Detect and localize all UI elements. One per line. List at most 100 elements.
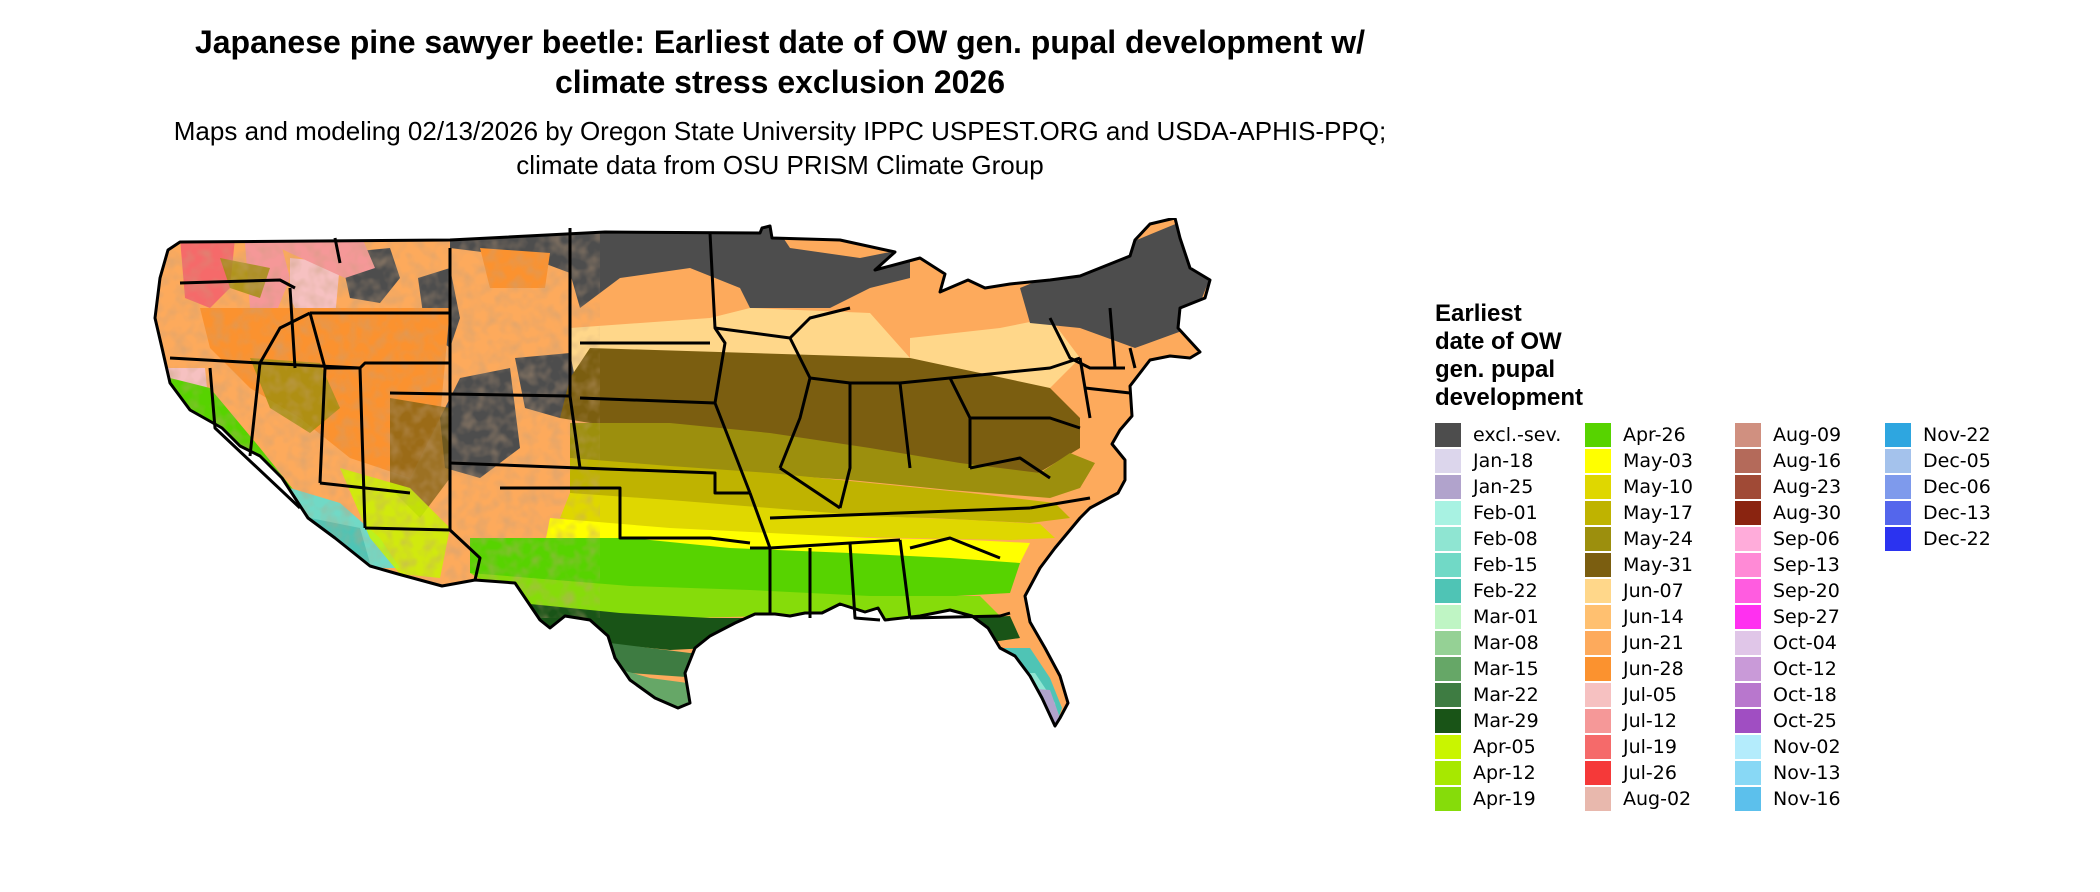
- map-subtitle: Maps and modeling 02/13/2026 by Oregon S…: [173, 116, 1387, 180]
- legend-swatch: [1435, 605, 1461, 629]
- legend-label: Nov-02: [1773, 736, 1841, 758]
- legend-label: Feb-22: [1473, 580, 1538, 602]
- legend-swatch: [1585, 735, 1611, 759]
- legend-label: Mar-15: [1473, 658, 1539, 680]
- legend-swatch: [1735, 761, 1761, 785]
- legend-item: Aug-16: [1735, 448, 1885, 474]
- legend-swatch: [1435, 787, 1461, 811]
- legend-label: Sep-20: [1773, 580, 1840, 602]
- legend-label: Nov-13: [1773, 762, 1841, 784]
- legend-swatch: [1885, 501, 1911, 525]
- legend-item: Feb-01: [1435, 500, 1585, 526]
- legend-title-text: Earliest date of OW gen. pupal developme…: [1435, 300, 1584, 411]
- legend-label: Aug-02: [1623, 788, 1692, 810]
- legend-label: Feb-15: [1473, 554, 1538, 576]
- legend-swatch: [1585, 657, 1611, 681]
- legend-label: Mar-22: [1473, 684, 1539, 706]
- legend-swatch: [1585, 475, 1611, 499]
- legend-swatch: [1585, 631, 1611, 655]
- legend-item: Apr-26: [1585, 422, 1735, 448]
- legend-swatch: [1585, 761, 1611, 785]
- legend-label: Apr-05: [1473, 736, 1536, 758]
- legend-swatch: [1585, 449, 1611, 473]
- state-borders: [153, 218, 1212, 728]
- legend-label: Feb-01: [1473, 502, 1538, 524]
- legend-label: Apr-12: [1473, 762, 1536, 784]
- legend-label: Oct-25: [1773, 710, 1837, 732]
- legend-item: May-17: [1585, 500, 1735, 526]
- legend-item: Dec-22: [1885, 526, 2035, 552]
- legend-label: Jun-21: [1623, 632, 1684, 654]
- legend-swatch: [1585, 553, 1611, 577]
- legend-label: Sep-13: [1773, 554, 1840, 576]
- legend-item: Jun-21: [1585, 630, 1735, 656]
- legend-label: Jul-19: [1623, 736, 1677, 758]
- legend-swatch: [1735, 735, 1761, 759]
- legend-item: May-10: [1585, 474, 1735, 500]
- legend-label: Aug-09: [1773, 424, 1842, 446]
- legend-item: May-03: [1585, 448, 1735, 474]
- legend-item: Mar-08: [1435, 630, 1585, 656]
- legend-label: Oct-18: [1773, 684, 1837, 706]
- legend-swatch: [1435, 735, 1461, 759]
- legend-swatch: [1585, 423, 1611, 447]
- legend-label: May-10: [1623, 476, 1693, 498]
- legend-item: Dec-13: [1885, 500, 2035, 526]
- legend-item: Nov-13: [1735, 760, 1885, 786]
- legend-item: Oct-18: [1735, 682, 1885, 708]
- legend-label: Jul-12: [1623, 710, 1677, 732]
- legend-item: Jul-12: [1585, 708, 1735, 734]
- legend-swatch: [1735, 553, 1761, 577]
- legend-item: May-24: [1585, 526, 1735, 552]
- legend-item: Apr-12: [1435, 760, 1585, 786]
- legend-item: Oct-04: [1735, 630, 1885, 656]
- legend-label: Oct-04: [1773, 632, 1837, 654]
- legend-swatch: [1735, 475, 1761, 499]
- legend-label: Nov-16: [1773, 788, 1841, 810]
- legend-item: May-31: [1585, 552, 1735, 578]
- legend-swatch: [1735, 657, 1761, 681]
- legend-title: Earliest date of OW gen. pupal developme…: [1435, 300, 1635, 412]
- legend-swatch: [1735, 449, 1761, 473]
- legend-label: Sep-06: [1773, 528, 1840, 550]
- legend-label: Jun-07: [1623, 580, 1684, 602]
- legend-item: Oct-12: [1735, 656, 1885, 682]
- legend-label: Jul-05: [1623, 684, 1677, 706]
- legend-item: Jun-07: [1585, 578, 1735, 604]
- legend-swatch: [1435, 553, 1461, 577]
- legend-item: Sep-20: [1735, 578, 1885, 604]
- legend-label: Jul-26: [1623, 762, 1677, 784]
- legend-label: Sep-27: [1773, 606, 1840, 628]
- legend-swatch: [1585, 605, 1611, 629]
- legend-swatch: [1585, 501, 1611, 525]
- legend-item: Apr-19: [1435, 786, 1585, 812]
- legend-swatch: [1435, 761, 1461, 785]
- legend-item: Nov-16: [1735, 786, 1885, 812]
- legend-swatch: [1435, 709, 1461, 733]
- legend-label: Apr-19: [1473, 788, 1536, 810]
- legend-label: Mar-01: [1473, 606, 1539, 628]
- legend-item: Sep-27: [1735, 604, 1885, 630]
- legend-item: Dec-06: [1885, 474, 2035, 500]
- legend-swatch: [1435, 475, 1461, 499]
- legend-label: Jun-14: [1623, 606, 1684, 628]
- legend-item: Dec-05: [1885, 448, 2035, 474]
- legend-swatch: [1735, 709, 1761, 733]
- legend-label: Dec-05: [1923, 450, 1991, 472]
- legend-label: Oct-12: [1773, 658, 1837, 680]
- legend-swatch: [1585, 709, 1611, 733]
- legend-swatch: [1735, 631, 1761, 655]
- legend-swatch: [1585, 683, 1611, 707]
- legend-item: Mar-01: [1435, 604, 1585, 630]
- legend-item: Jun-14: [1585, 604, 1735, 630]
- legend-swatch: [1435, 683, 1461, 707]
- legend-label: Jun-28: [1623, 658, 1684, 680]
- legend-item: Aug-30: [1735, 500, 1885, 526]
- legend-swatch: [1735, 787, 1761, 811]
- legend-swatch: [1885, 449, 1911, 473]
- legend-item: Jan-25: [1435, 474, 1585, 500]
- legend-swatch: [1585, 787, 1611, 811]
- legend-item: Aug-02: [1585, 786, 1735, 812]
- legend: Earliest date of OW gen. pupal developme…: [1435, 300, 2035, 812]
- legend-item: Sep-06: [1735, 526, 1885, 552]
